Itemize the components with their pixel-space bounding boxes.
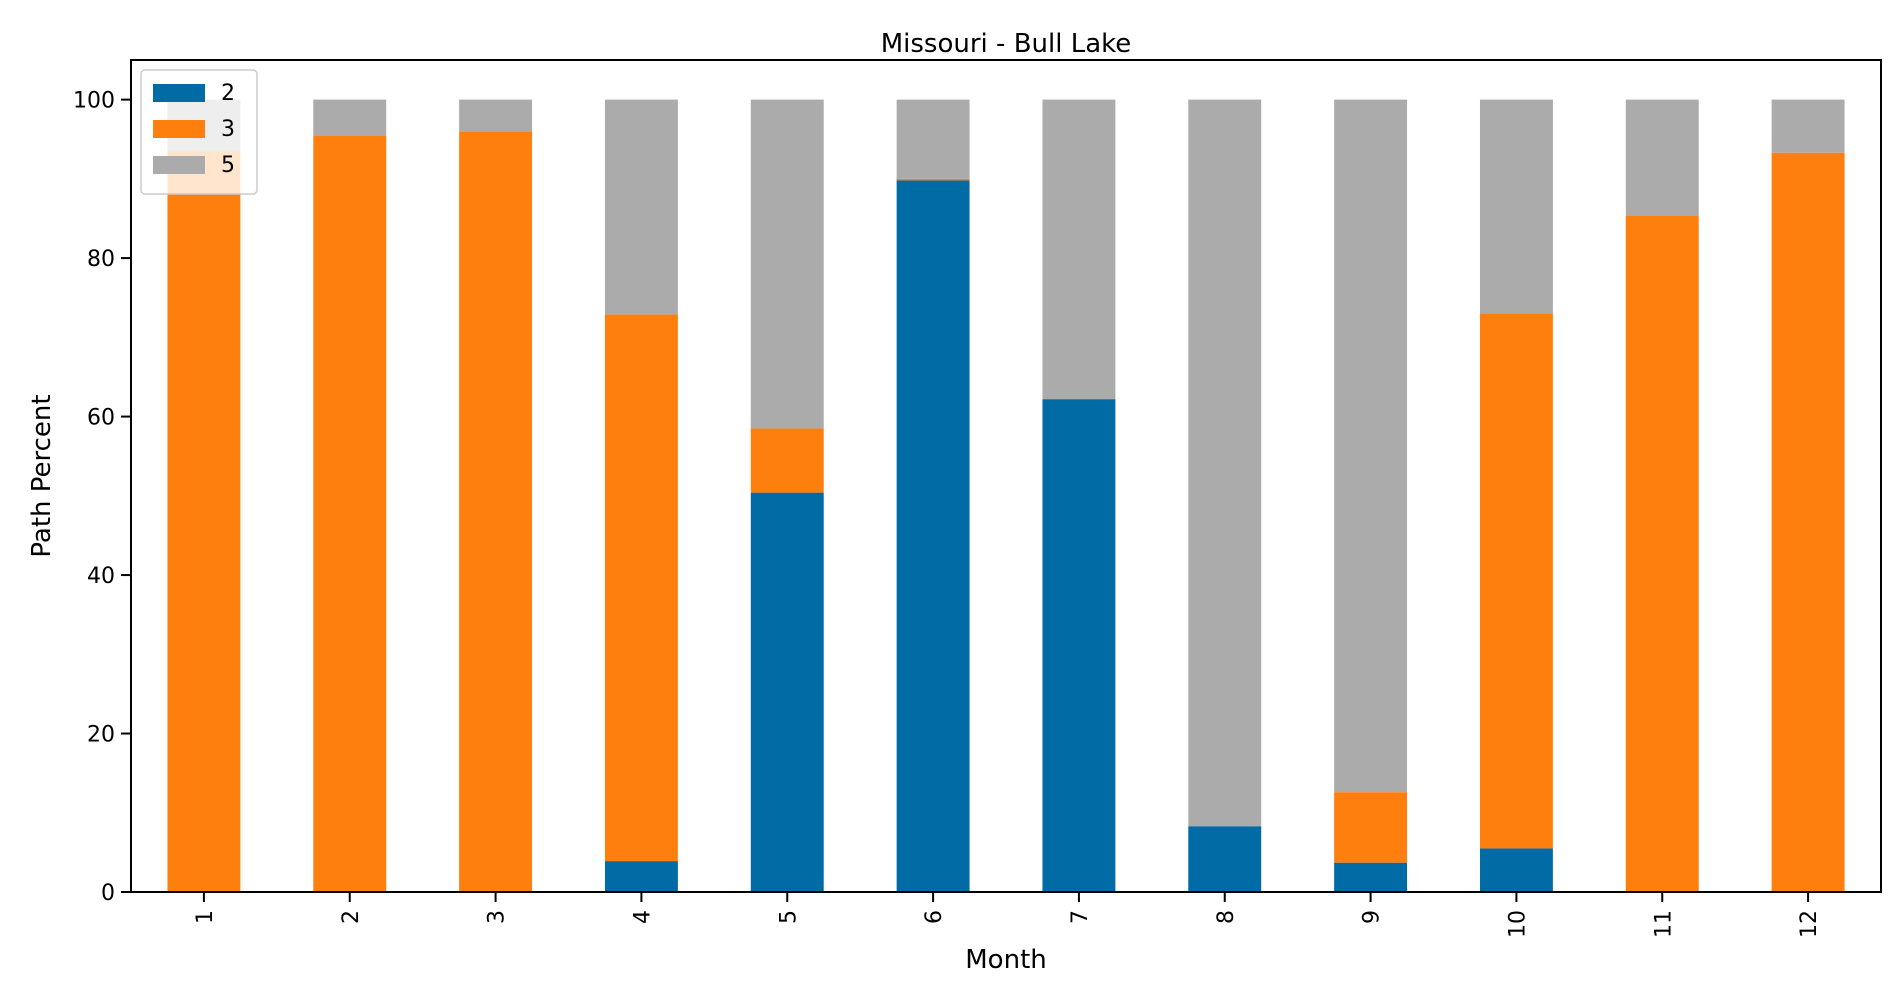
legend-label-5: 5	[221, 153, 235, 178]
x-tick-label: 7	[1068, 910, 1093, 924]
x-tick-label: 10	[1505, 910, 1530, 938]
bar-series-2-month-6	[896, 180, 970, 892]
bar-series-5-month-10	[1479, 99, 1553, 314]
y-tick-label: 80	[87, 247, 115, 272]
x-tick-label: 12	[1797, 910, 1822, 938]
bar-series-3-month-9	[1334, 792, 1408, 863]
y-tick-label: 0	[101, 881, 115, 906]
bar-series-3-month-3	[459, 131, 533, 892]
bar-series-3-month-6	[896, 178, 970, 181]
bar-series-2-month-7	[1042, 399, 1116, 892]
legend-label-3: 3	[221, 117, 235, 142]
bar-series-3-month-12	[1771, 152, 1845, 892]
x-tick-label: 2	[339, 910, 364, 924]
plot-frame	[130, 59, 1882, 893]
y-tick-label: 20	[87, 723, 115, 748]
bar-series-3-month-4	[604, 314, 678, 862]
legend: 2 3 5	[140, 69, 258, 195]
bar-series-5-month-9	[1334, 99, 1408, 793]
x-tick-label: 11	[1651, 910, 1676, 938]
bar-series-3-month-2	[313, 135, 387, 892]
legend-swatch-2	[153, 84, 205, 102]
bar-series-5-month-6	[896, 99, 970, 179]
bar-series-3-month-10	[1479, 313, 1553, 849]
bar-series-5-month-7	[1042, 99, 1116, 400]
y-tick-label: 100	[73, 89, 115, 114]
bar-series-2-month-9	[1334, 862, 1408, 892]
bar-series-5-month-11	[1625, 99, 1699, 216]
bar-series-5-month-12	[1771, 99, 1845, 153]
legend-label-2: 2	[221, 81, 235, 106]
bar-series-5-month-2	[313, 99, 387, 136]
y-axis-title: Path Percent	[27, 394, 57, 557]
bar-series-2-month-8	[1188, 826, 1262, 892]
x-tick-label: 1	[193, 910, 218, 924]
x-tick-label: 5	[776, 910, 801, 924]
bar-series-5-month-3	[459, 99, 533, 132]
y-tick-label: 40	[87, 564, 115, 589]
bar-series-5-month-4	[604, 99, 678, 315]
bar-series-3-month-5	[750, 428, 824, 493]
bar-series-5-month-8	[1188, 99, 1262, 827]
legend-swatch-3	[153, 120, 205, 138]
x-tick-label: 8	[1214, 910, 1239, 924]
bars-layer	[167, 99, 1845, 892]
x-tick-label: 3	[485, 910, 510, 924]
bar-series-3-month-11	[1625, 215, 1699, 892]
bar-series-2-month-5	[750, 492, 824, 892]
bar-series-2-month-4	[604, 861, 678, 892]
x-tick-label: 9	[1360, 910, 1385, 924]
x-axis-title: Month	[965, 945, 1047, 975]
x-tick-label: 4	[630, 910, 655, 924]
legend-swatch-5	[153, 156, 205, 174]
bar-series-5-month-5	[750, 99, 824, 429]
bar-series-2-month-10	[1479, 848, 1553, 892]
x-tick-label: 6	[922, 910, 947, 924]
y-tick-label: 60	[87, 406, 115, 431]
bar-series-3-month-1	[167, 151, 241, 892]
chart-title: Missouri - Bull Lake	[881, 29, 1132, 59]
